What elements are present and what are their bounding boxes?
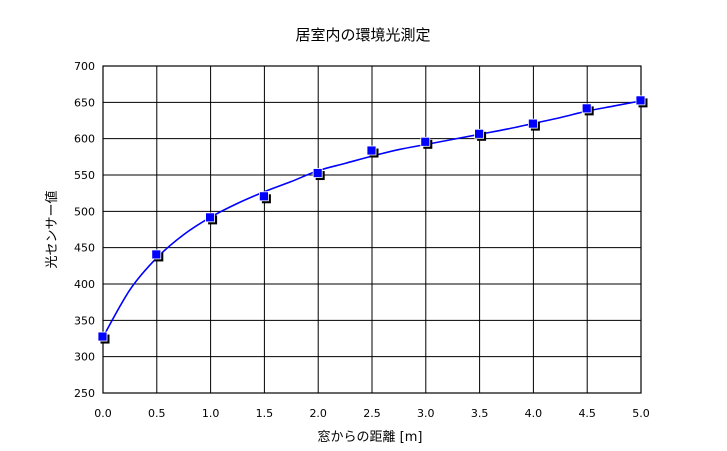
data-point [635,95,648,108]
x-tick-label: 3.0 [417,407,435,420]
data-point [474,128,487,141]
y-tick-label: 300 [74,351,95,364]
x-tick-label: 2.0 [309,407,327,420]
x-tick-label: 2.5 [363,407,381,420]
chart-title: 居室内の環境光測定 [295,26,430,44]
y-tick-label: 600 [74,133,95,146]
plot-frame [102,65,642,394]
data-point [528,118,540,131]
y-tick-labels: 250 300 350 400 450 500 550 600 650 700 [74,60,95,400]
data-point-marker [151,249,162,260]
data-point [97,331,110,344]
data-point-marker [366,145,377,156]
y-axis-label: 光センサー値 [44,190,60,268]
data-point-marker [635,95,646,106]
x-tick-label: 1.0 [202,407,220,420]
data-point [205,212,218,225]
y-tick-label: 650 [74,96,95,109]
data-point [312,168,325,181]
data-point [420,136,433,149]
data-point [258,191,271,204]
markers [97,95,648,344]
data-point [151,249,164,262]
data-point-marker [420,136,431,147]
data-point-marker [312,168,323,178]
x-tick-labels: 0.0 0.5 1.0 1.5 2.0 2.5 3.0 3.5 4.0 4.5 5.0 [94,407,650,420]
x-tick-label: 0.5 [148,407,166,420]
x-tick-label: 4.5 [578,407,596,420]
data-point [366,145,379,158]
x-tick-label: 0.0 [94,407,112,420]
x-axis-label: 窓からの距離 [m] [318,429,423,445]
y-tick-label: 450 [74,242,95,255]
x-tick-label: 1.5 [256,407,274,420]
data-point-marker [528,118,538,129]
x-tick-label: 3.5 [471,407,489,420]
y-tick-label: 350 [74,314,95,327]
y-tick-label: 700 [74,60,95,73]
data-point-marker [258,191,269,202]
data-point-marker [97,331,108,342]
x-tick-label: 4.0 [525,407,543,420]
y-tick-label: 550 [74,169,95,182]
data-point-marker [205,212,216,223]
x-tick-label: 5.0 [632,407,650,420]
y-tick-label: 500 [74,205,95,218]
y-tick-label: 250 [74,387,95,400]
y-tick-label: 400 [74,278,95,291]
data-point [581,103,594,116]
grid [102,65,642,394]
data-point-marker [474,128,485,139]
data-point-marker [581,103,592,114]
